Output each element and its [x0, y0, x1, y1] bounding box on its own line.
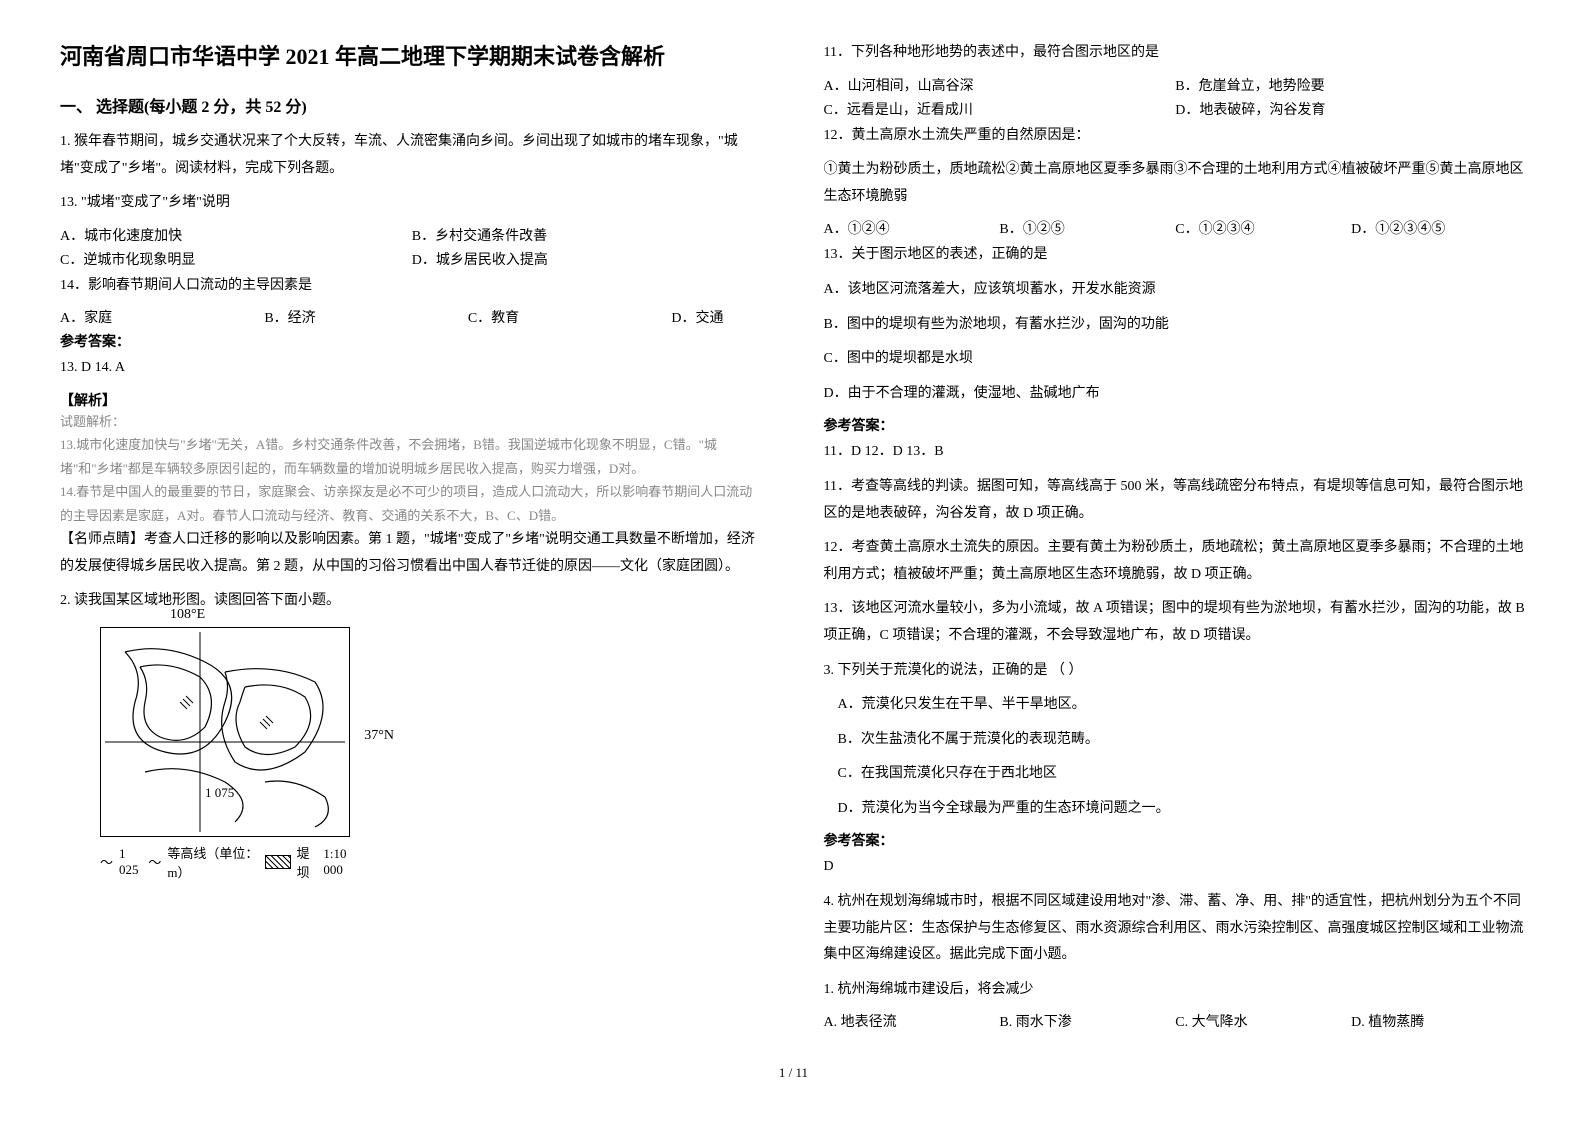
q4-sub1-optC: C. 大气降水 [1175, 1011, 1351, 1031]
q1-sub13-row2: C．逆城市化现象明显 D．城乡居民收入提高 [60, 249, 764, 269]
legend-contour-value: 1 025 [119, 846, 142, 878]
q2-sub11-row2: C．远看是山，近看成川 D．地表破碎，沟谷发育 [824, 99, 1528, 119]
q2-sub13-optD: D．由于不合理的灌溉，使湿地、盐碱地广布 [824, 381, 1528, 408]
q2-analysis-13: 13．该地区河流水量较小，多为小流域，故 A 项错误；图中的堤坝有些为淤地坝，有… [824, 596, 1528, 649]
q2-sub13-stem: 13．关于图示地区的表述，正确的是 [824, 242, 1528, 269]
q1-analysis-label: 【解析】 [60, 390, 764, 410]
hatch-icon [265, 855, 291, 869]
q3-answer: D [824, 854, 1528, 881]
q1-sub14-optC: C．教育 [468, 307, 519, 327]
q1-answer: 13. D 14. A [60, 355, 764, 382]
q3-optD: D．荒漠化为当今全球最为严重的生态环境问题之一。 [824, 796, 1528, 823]
q1-sub13-optC: C．逆城市化现象明显 [60, 249, 412, 269]
q3-optB: B．次生盐渍化不属于荒漠化的表现范畴。 [824, 727, 1528, 754]
q2-answer: 11．D 12．D 13．B [824, 439, 1528, 466]
q2-sub11-stem: 11．下列各种地形地势的表述中，最符合图示地区的是 [824, 40, 1528, 67]
q1-sub14-optB: B．经济 [264, 307, 315, 327]
q3-answer-label: 参考答案： [824, 830, 1528, 850]
q1-analysis-13: 13.城市化速度加快与"乡堵"无关，A错。乡村交通条件改善，不会拥堵，B错。我国… [60, 433, 764, 480]
q2-sub13-optA: A．该地区河流落差大，应该筑坝蓄水，开发水能资源 [824, 277, 1528, 304]
map-scale: 1:10 000 [323, 846, 360, 878]
section-1-heading: 一、 选择题(每小题 2 分，共 52 分) [60, 93, 764, 117]
q2-sub11-optD: D．地表破碎，沟谷发育 [1175, 99, 1325, 119]
map-figure: 108°E 37°N [100, 627, 360, 881]
map-latitude-label: 37°N [364, 728, 394, 744]
q1-sub13-optB: B．乡村交通条件改善 [412, 225, 547, 245]
q2-sub11-optC: C．远看是山，近看成川 [824, 99, 1176, 119]
q2-analysis-12: 12．考查黄土高原水土流失的原因。主要有黄土为粉砂质土，质地疏松；黄土高原地区夏… [824, 535, 1528, 588]
map-contour-value: 1 075 [205, 785, 234, 800]
q1-sub14-optD: D．交通 [671, 307, 723, 327]
q1-sub13-stem: 13. "城堵"变成了"乡堵"说明 [60, 190, 764, 217]
q1-sub13-optD: D．城乡居民收入提高 [412, 249, 548, 269]
map-longitude-label: 108°E [170, 607, 205, 623]
q2-stem: 2. 读我国某区域地形图。读图回答下面小题。 [60, 588, 764, 615]
q1-teacher-note: 【名师点睛】考查人口迁移的影响以及影响因素。第 1 题，"城堵"变成了"乡堵"说… [60, 527, 764, 580]
map-legend: 〜1 025〜 等高线（单位：m） 堤坝 1:10 000 [100, 843, 360, 881]
q3-optC: C．在我国荒漠化只存在于西北地区 [824, 761, 1528, 788]
q1-sub14-options: A．家庭 B．经济 C．教育 D．交通 [60, 307, 764, 327]
q4-sub1-optB: B. 雨水下渗 [999, 1011, 1175, 1031]
left-column: 河南省周口市华语中学 2021 年高二地理下学期期末试卷含解析 一、 选择题(每… [60, 40, 764, 1035]
q2-sub11-row1: A．山河相间，山高谷深 B．危崖耸立，地势险要 [824, 75, 1528, 95]
q4-sub1-optD: D. 植物蒸腾 [1351, 1011, 1527, 1031]
q2-sub12-optC: C．①②③④ [1175, 218, 1351, 238]
q4-sub1-optA: A. 地表径流 [824, 1011, 1000, 1031]
q4-sub1-stem: 1. 杭州海绵城市建设后，将会减少 [824, 977, 1528, 1004]
q2-sub13-optB: B．图中的堤坝有些为淤地坝，有蓄水拦沙，固沟的功能 [824, 312, 1528, 339]
q1-analysis-14: 14.春节是中国人的最重要的节日，家庭聚会、访亲探友是必不可少的项目，造成人口流… [60, 480, 764, 527]
q3-optA: A．荒漠化只发生在干旱、半干旱地区。 [824, 692, 1528, 719]
q2-sub12-stem: 12．黄土高原水土流失严重的自然原因是： [824, 123, 1528, 150]
q1-answer-label: 参考答案： [60, 331, 764, 351]
q3-stem: 3. 下列关于荒漠化的说法，正确的是 （ ） [824, 658, 1528, 685]
q2-analysis-11: 11．考查等高线的判读。据图可知，等高线高于 500 米，等高线疏密分布特点，有… [824, 474, 1528, 527]
legend-contour-label: 等高线（单位：m） [167, 843, 258, 881]
q2-sub12-optA: A．①②④ [824, 218, 1000, 238]
q2-sub12-optB: B．①②⑤ [999, 218, 1175, 238]
q2-sub11-optB: B．危崖耸立，地势险要 [1175, 75, 1324, 95]
q2-sub11-optA: A．山河相间，山高谷深 [824, 75, 1176, 95]
q1-sub14-optA: A．家庭 [60, 307, 112, 327]
page-number: 1 / 11 [60, 1065, 1527, 1081]
q1-analysis-sub: 试题解析： [60, 410, 764, 433]
q1-sub14-stem: 14．影响春节期间人口流动的主导因素是 [60, 273, 764, 300]
exam-title: 河南省周口市华语中学 2021 年高二地理下学期期末试卷含解析 [60, 40, 764, 73]
q1-sub13-optA: A．城市化速度加快 [60, 225, 412, 245]
q2-sub13-optC: C．图中的堤坝都是水坝 [824, 346, 1528, 373]
q2-answer-label: 参考答案： [824, 415, 1528, 435]
map-box: 37°N [100, 627, 350, 837]
q1-stem: 1. 猴年春节期间，城乡交通状况来了个大反转，车流、人流密集涌向乡间。乡间出现了… [60, 129, 764, 182]
legend-dam-label: 堤坝 [297, 843, 318, 881]
right-column: 11．下列各种地形地势的表述中，最符合图示地区的是 A．山河相间，山高谷深 B．… [824, 40, 1528, 1035]
q2-sub12-text: ①黄土为粉砂质土，质地疏松②黄土高原地区夏季多暴雨③不合理的土地利用方式④植被破… [824, 157, 1528, 210]
q4-sub1-options: A. 地表径流 B. 雨水下渗 C. 大气降水 D. 植物蒸腾 [824, 1011, 1528, 1031]
q2-sub12-options: A．①②④ B．①②⑤ C．①②③④ D．①②③④⑤ [824, 218, 1528, 238]
q2-sub12-optD: D．①②③④⑤ [1351, 218, 1527, 238]
map-svg: 1 075 [105, 632, 345, 832]
q4-stem: 4. 杭州在规划海绵城市时，根据不同区域建设用地对"渗、滞、蓄、净、用、排"的适… [824, 889, 1528, 969]
q1-sub13-row1: A．城市化速度加快 B．乡村交通条件改善 [60, 225, 764, 245]
